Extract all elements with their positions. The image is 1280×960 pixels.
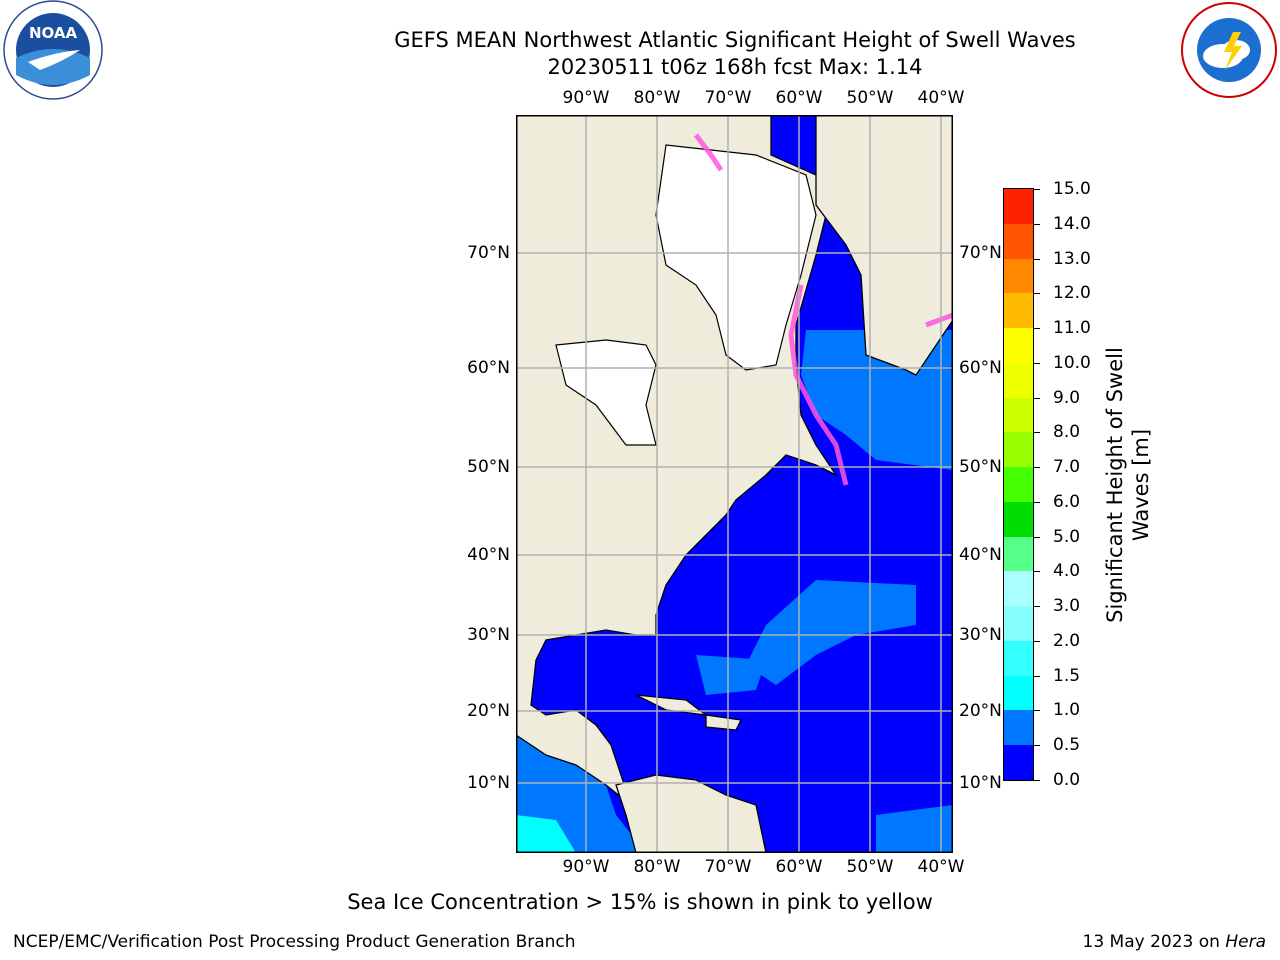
lat-label-30n-right: 30°N — [959, 625, 1002, 645]
lat-label-10n-right: 10°N — [959, 773, 1002, 793]
colorbar-tick-label: 7.0 — [1053, 457, 1081, 478]
map-subtitle: 20230511 t06z 168h fcst Max: 1.14 — [547, 55, 923, 79]
svg-text:NOAA: NOAA — [29, 24, 78, 42]
colorbar-tick-label: 14.0 — [1053, 213, 1091, 234]
colorbar-tick-mark — [1033, 780, 1040, 781]
colorbar-segment — [1004, 640, 1033, 676]
lat-label-30n-left: 30°N — [467, 625, 510, 645]
colorbar-tick-label: 3.0 — [1053, 596, 1081, 617]
colorbar-tick-label: 9.0 — [1053, 387, 1081, 408]
colorbar-label: Significant Height of Swell Waves [m] — [1103, 347, 1153, 623]
colorbar-tick-label: 6.0 — [1053, 491, 1081, 512]
colorbar-tick-mark — [1033, 432, 1040, 434]
colorbar — [1003, 188, 1034, 781]
noaa-logo: NOAA — [0, 0, 106, 102]
swell-high-patch — [516, 815, 576, 853]
colorbar-tick-label: 1.0 — [1053, 700, 1081, 721]
colorbar-tick-label: 10.0 — [1053, 352, 1091, 373]
lon-label-70w-top: 70°W — [704, 88, 752, 108]
lon-label-40w-bottom: 40°W — [917, 857, 965, 877]
lon-label-90w-top: 90°W — [562, 88, 610, 108]
colorbar-segment — [1004, 710, 1033, 745]
colorbar-segment — [1004, 536, 1033, 572]
colorbar-segment — [1004, 189, 1033, 224]
colorbar-tick-label: 11.0 — [1053, 318, 1091, 339]
colorbar-tick-mark — [1033, 675, 1040, 677]
colorbar-segment — [1004, 606, 1033, 641]
lon-label-70w-bottom: 70°W — [704, 857, 752, 877]
colorbar-tick-mark — [1033, 501, 1040, 503]
colorbar-segment — [1004, 328, 1033, 363]
map-title: GEFS MEAN Northwest Atlantic Significant… — [394, 28, 1076, 52]
lat-label-40n-right: 40°N — [959, 545, 1002, 565]
colorbar-segment — [1004, 223, 1033, 259]
colorbar-tick-mark — [1033, 362, 1040, 364]
colorbar-segment — [1004, 745, 1033, 780]
colorbar-tick-label: 8.0 — [1053, 422, 1081, 443]
colorbar-tick-mark — [1033, 467, 1040, 469]
colorbar-tick-mark — [1033, 328, 1040, 330]
lon-label-50w-bottom: 50°W — [846, 857, 894, 877]
sea-ice-area — [555, 144, 817, 446]
lat-label-70n-left: 70°N — [467, 243, 510, 263]
lon-label-40w-top: 40°W — [917, 88, 965, 108]
colorbar-tick-label: 0.5 — [1053, 735, 1081, 756]
colorbar-tick-mark — [1033, 223, 1040, 225]
colorbar-tick-mark — [1033, 745, 1040, 747]
colorbar-segment — [1004, 432, 1033, 467]
colorbar-tick-mark — [1033, 536, 1040, 538]
colorbar-segment — [1004, 397, 1033, 433]
graticule — [516, 115, 953, 853]
lon-label-60w-top: 60°W — [775, 88, 823, 108]
colorbar-tick-label: 5.0 — [1053, 526, 1081, 547]
lon-label-90w-bottom: 90°W — [562, 857, 610, 877]
lat-label-50n-left: 50°N — [467, 457, 510, 477]
colorbar-tick-mark — [1033, 189, 1040, 190]
lat-label-10n-left: 10°N — [467, 773, 510, 793]
footer-date: 13 May 2023 on Hera — [1083, 932, 1267, 952]
lat-label-20n-left: 20°N — [467, 701, 510, 721]
colorbar-segment — [1004, 362, 1033, 398]
colorbar-tick-mark — [1033, 571, 1040, 573]
lat-label-50n-right: 50°N — [959, 457, 1002, 477]
colorbar-segment — [1004, 675, 1033, 711]
colorbar-tick-label: 0.0 — [1053, 770, 1081, 790]
lon-label-50w-top: 50°W — [846, 88, 894, 108]
lon-label-80w-bottom: 80°W — [633, 857, 681, 877]
colorbar-tick-label: 13.0 — [1053, 248, 1091, 269]
footer-host: Hera — [1225, 932, 1266, 952]
colorbar-tick-label: 4.0 — [1053, 561, 1081, 582]
colorbar-segment — [1004, 293, 1033, 328]
colorbar-tick-label: 12.0 — [1053, 283, 1091, 304]
sea-ice-note: Sea Ice Concentration > 15% is shown in … — [347, 890, 933, 914]
colorbar-segment — [1004, 501, 1033, 537]
colorbar-tick-mark — [1033, 258, 1040, 260]
lat-label-40n-left: 40°N — [467, 545, 510, 565]
ice-edge — [694, 133, 953, 486]
colorbar-segment — [1004, 571, 1033, 606]
footer-organization: NCEP/EMC/Verification Post Processing Pr… — [13, 932, 576, 952]
colorbar-tick-mark — [1033, 606, 1040, 608]
national-weather-service-logo — [1178, 0, 1280, 102]
lat-label-20n-right: 20°N — [959, 701, 1002, 721]
swell-height-map — [516, 115, 953, 853]
colorbar-segment — [1004, 258, 1033, 294]
colorbar-tick-mark — [1033, 397, 1040, 399]
colorbar-tick-label: 15.0 — [1053, 179, 1091, 199]
lat-label-70n-right: 70°N — [959, 243, 1002, 263]
colorbar-tick-mark — [1033, 293, 1040, 295]
lon-label-60w-bottom: 60°W — [775, 857, 823, 877]
lon-label-80w-top: 80°W — [633, 88, 681, 108]
colorbar-segment — [1004, 467, 1033, 502]
colorbar-tick-mark — [1033, 640, 1040, 642]
lat-label-60n-right: 60°N — [959, 358, 1002, 378]
colorbar-tick-label: 1.5 — [1053, 665, 1081, 686]
colorbar-tick-label: 2.0 — [1053, 630, 1081, 651]
colorbar-tick-mark — [1033, 710, 1040, 712]
footer-date-text: 13 May 2023 on — [1082, 932, 1226, 952]
lat-label-60n-left: 60°N — [467, 358, 510, 378]
